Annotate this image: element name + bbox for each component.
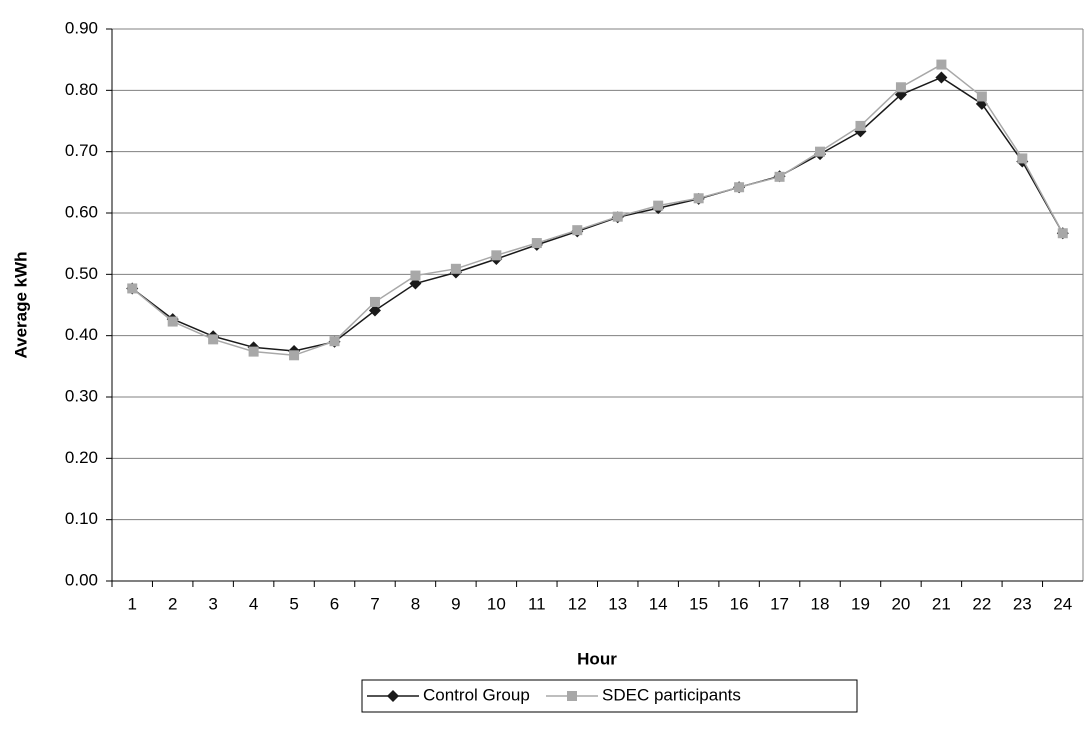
data-point <box>289 350 300 361</box>
y-tick-label: 0.50 <box>65 264 98 283</box>
x-tick-label: 21 <box>932 594 951 613</box>
y-tick-label: 0.70 <box>65 141 98 160</box>
data-point <box>248 346 259 357</box>
x-tick-label: 22 <box>972 594 991 613</box>
data-point <box>491 250 502 261</box>
legend-label: SDEC participants <box>602 685 741 704</box>
x-tick-label: 9 <box>451 594 460 613</box>
x-tick-label: 24 <box>1053 594 1072 613</box>
x-tick-label: 2 <box>168 594 177 613</box>
x-axis-title: Hour <box>577 649 617 668</box>
data-point <box>531 238 542 249</box>
x-tick-label: 14 <box>649 594 668 613</box>
data-point <box>693 193 704 204</box>
y-tick-label: 0.90 <box>65 18 98 37</box>
data-point <box>976 91 987 102</box>
x-tick-label: 19 <box>851 594 870 613</box>
legend-label: Control Group <box>423 685 530 704</box>
y-tick-label: 0.10 <box>65 509 98 528</box>
data-point <box>734 182 745 193</box>
data-point <box>815 146 826 157</box>
data-point <box>450 263 461 274</box>
data-point <box>895 82 906 93</box>
data-point <box>1017 153 1028 164</box>
legend-marker <box>567 691 577 701</box>
x-tick-label: 23 <box>1013 594 1032 613</box>
x-tick-label: 15 <box>689 594 708 613</box>
data-point <box>127 283 138 294</box>
data-point <box>855 120 866 131</box>
data-point <box>612 211 623 222</box>
x-tick-label: 1 <box>127 594 136 613</box>
x-tick-label: 11 <box>528 594 546 613</box>
data-point <box>935 71 948 84</box>
data-point <box>369 296 380 307</box>
data-point <box>1057 228 1068 239</box>
y-tick-label: 0.00 <box>65 570 98 589</box>
data-point <box>167 316 178 327</box>
data-point <box>936 59 947 70</box>
legend-marker <box>387 690 399 702</box>
x-tick-label: 16 <box>730 594 749 613</box>
x-tick-label: 10 <box>487 594 506 613</box>
y-tick-label: 0.80 <box>65 80 98 99</box>
y-axis-title: Average kWh <box>11 251 30 358</box>
data-point <box>572 225 583 236</box>
y-tick-label: 0.30 <box>65 386 98 405</box>
y-tick-label: 0.60 <box>65 202 98 221</box>
data-point <box>329 336 340 347</box>
x-tick-label: 6 <box>330 594 339 613</box>
x-tick-label: 12 <box>568 594 587 613</box>
data-point <box>774 171 785 182</box>
legend-box <box>361 679 858 713</box>
data-point <box>368 304 381 317</box>
x-tick-label: 20 <box>891 594 910 613</box>
series-line <box>131 76 1064 352</box>
x-tick-label: 8 <box>411 594 420 613</box>
data-point <box>208 334 219 345</box>
x-tick-label: 18 <box>811 594 830 613</box>
y-tick-label: 0.20 <box>65 448 98 467</box>
series-line <box>131 63 1064 357</box>
x-tick-label: 7 <box>370 594 379 613</box>
x-tick-label: 5 <box>289 594 298 613</box>
x-tick-label: 13 <box>608 594 627 613</box>
x-tick-label: 3 <box>208 594 217 613</box>
x-tick-label: 17 <box>770 594 789 613</box>
x-tick-label: 4 <box>249 594 258 613</box>
data-point <box>653 200 664 211</box>
y-tick-label: 0.40 <box>65 325 98 344</box>
data-point <box>410 270 421 281</box>
